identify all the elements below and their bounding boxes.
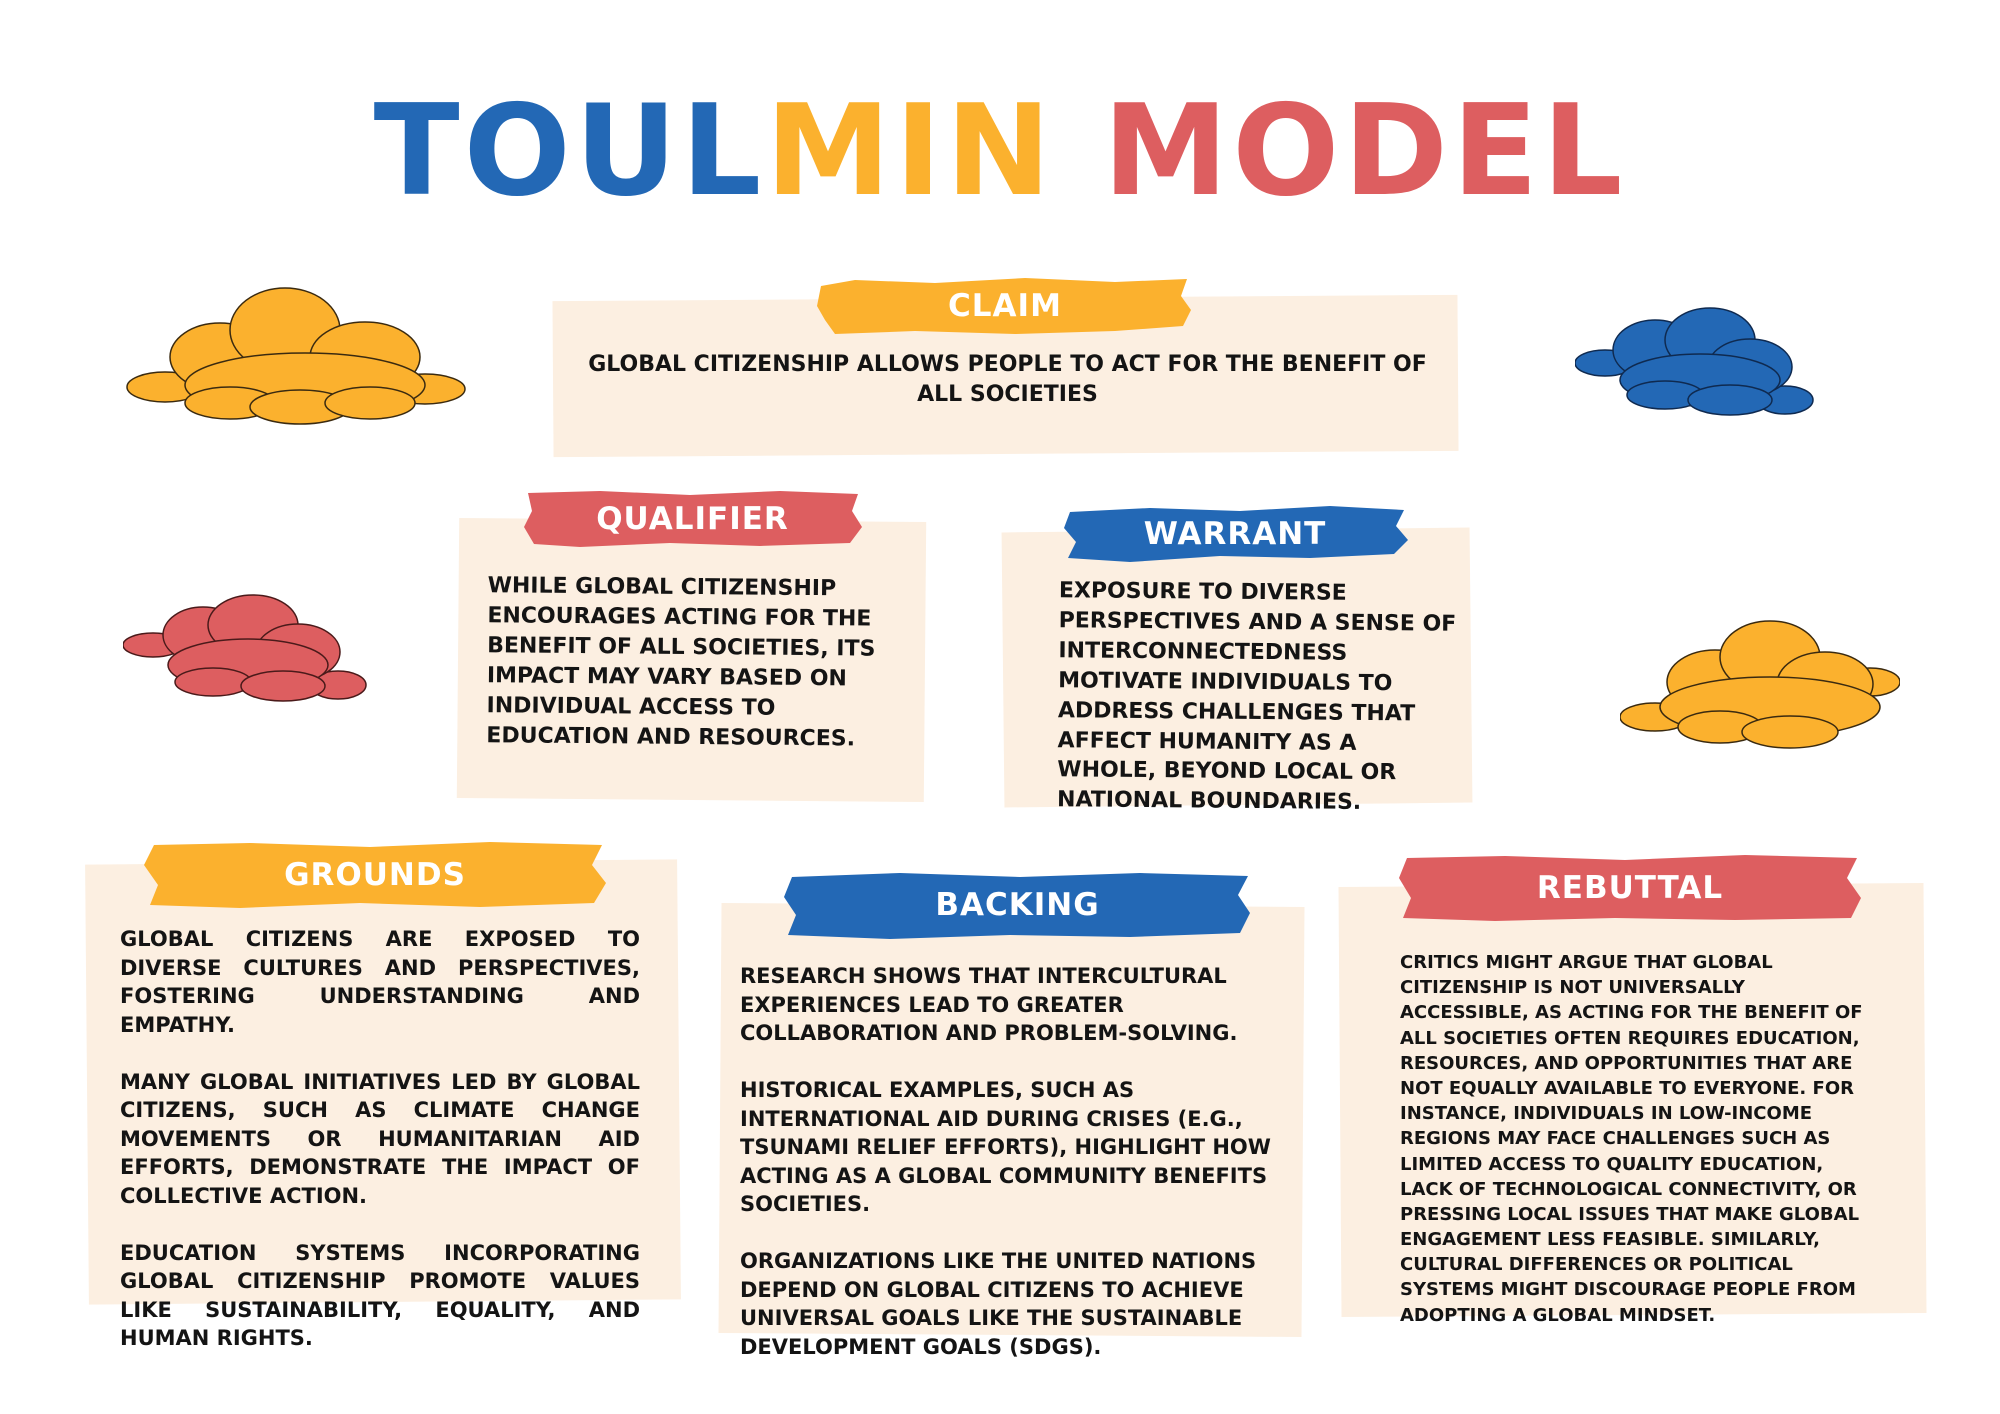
- title-part-2: MIN: [765, 77, 1056, 224]
- brush-stroke-icon: [144, 842, 606, 908]
- warrant-label: WARRANT: [1060, 498, 1410, 570]
- warrant-label-text: WARRANT: [1143, 516, 1327, 552]
- backing-paragraph-3: Organizations like the United Nations de…: [740, 1249, 1257, 1359]
- page-title: TOULMIN MODEL: [0, 88, 2000, 214]
- grounds-paragraph-1: Global citizens are exposed to diverse c…: [120, 927, 640, 1037]
- claim-label: CLAIM: [815, 270, 1195, 342]
- brush-stroke-icon: [784, 873, 1250, 939]
- claim-label-text: CLAIM: [948, 288, 1062, 324]
- title-part-1: TOUL: [373, 77, 766, 224]
- backing-text: Research shows that intercultural experi…: [740, 962, 1280, 1361]
- brush-stroke-icon: [524, 491, 862, 547]
- backing-paragraph-1: Research shows that intercultural experi…: [740, 964, 1238, 1046]
- backing-paragraph-2: Historical examples, such as internation…: [740, 1077, 1271, 1217]
- backing-label: BACKING: [780, 865, 1255, 945]
- cloud-yellow-right-icon: [1620, 620, 1900, 749]
- cloud-yellow-top-left-icon: [126, 287, 466, 425]
- title-part-3: MODEL: [1102, 77, 1627, 224]
- rebuttal-label-text: REBUTTAL: [1536, 870, 1724, 906]
- grounds-paragraph-2: Many global initiatives led by global ci…: [120, 1069, 640, 1208]
- qualifier-label-text: QUALIFIER: [596, 501, 789, 537]
- claim-text: Global citizenship allows people to act …: [588, 352, 1427, 407]
- rebuttal-text: Critics might argue that global citizens…: [1400, 952, 1863, 1326]
- warrant-text: Exposure to diverse perspectives and a s…: [1056, 578, 1457, 816]
- qualifier-label: QUALIFIER: [520, 483, 865, 555]
- brush-stroke-icon: [1064, 506, 1408, 562]
- brush-stroke-icon: [817, 278, 1191, 334]
- cloud-blue-top-right-icon: [1575, 307, 1814, 416]
- qualifier-text: While global citizenship encourages acti…: [486, 573, 876, 751]
- grounds-label-text: GROUNDS: [284, 857, 466, 893]
- grounds-label: GROUNDS: [140, 835, 610, 915]
- cloud-red-left-icon: [123, 594, 367, 702]
- backing-label-text: BACKING: [935, 887, 1100, 923]
- rebuttal-label: REBUTTAL: [1395, 848, 1865, 928]
- grounds-paragraph-3: Education systems incorporating global c…: [120, 1240, 640, 1351]
- brush-stroke-icon: [1399, 855, 1861, 921]
- grounds-text: Global citizens are exposed to diverse c…: [120, 925, 640, 1353]
